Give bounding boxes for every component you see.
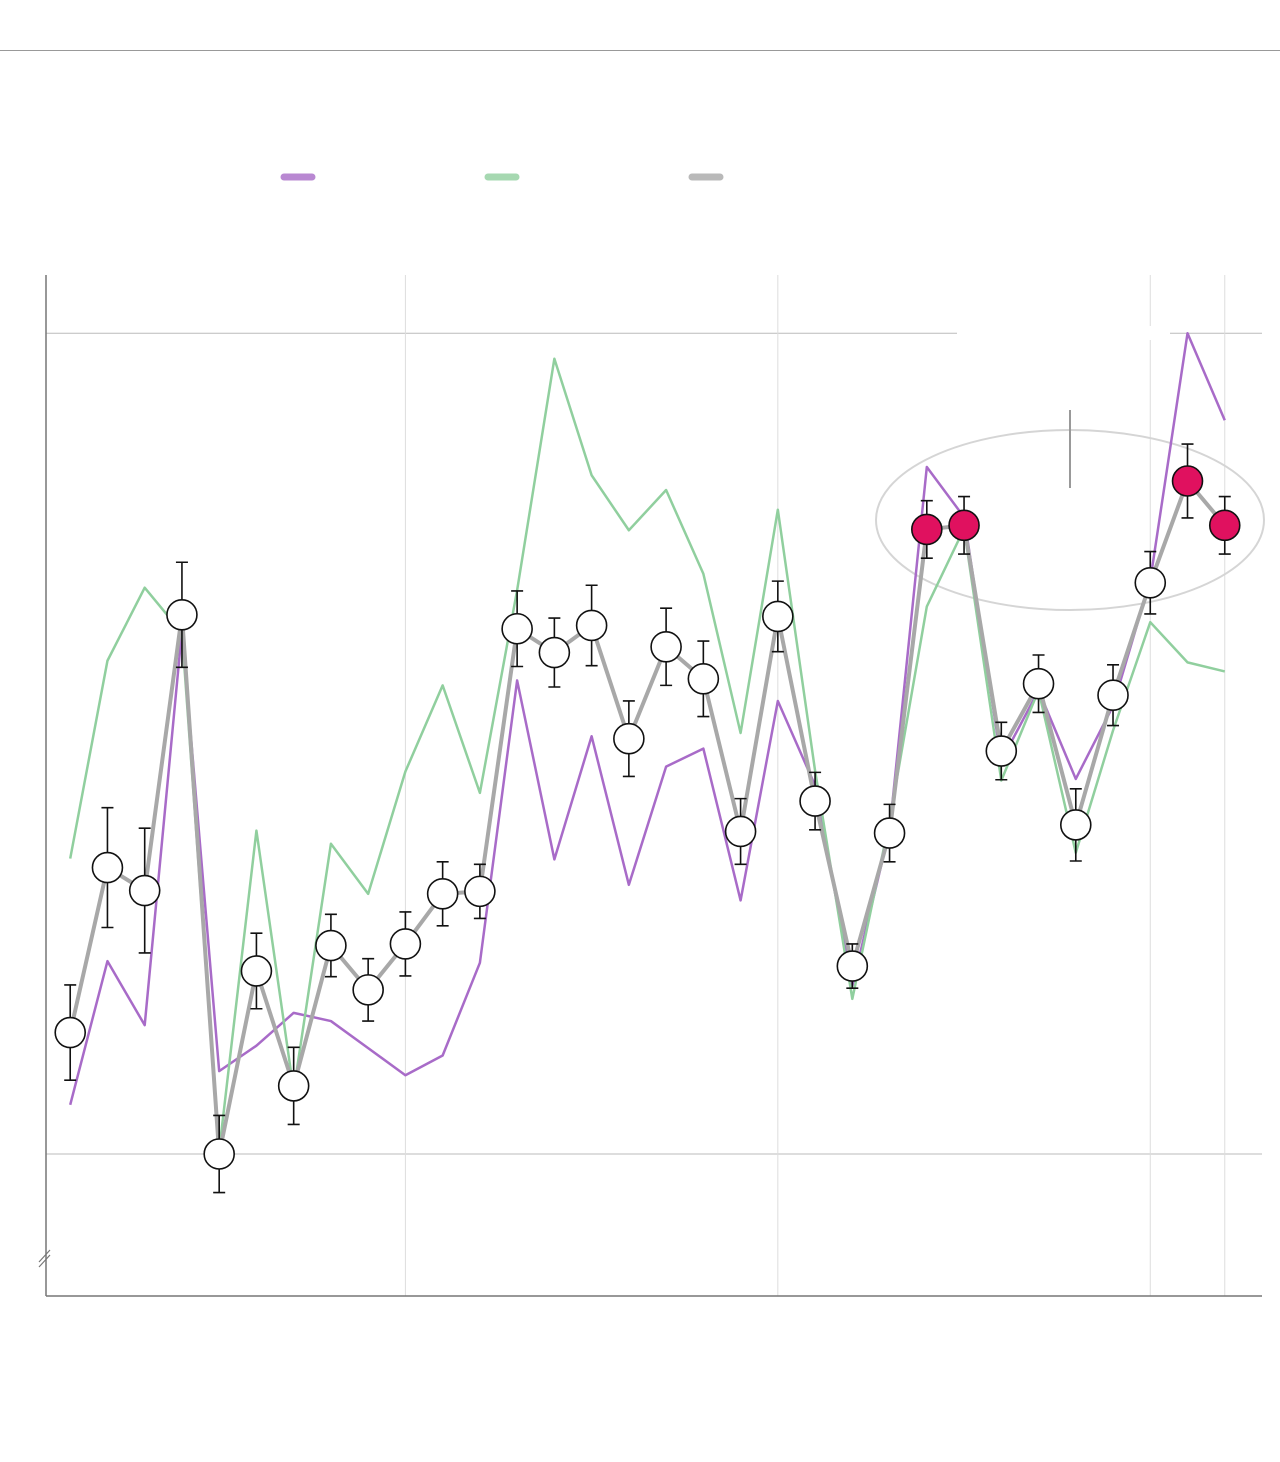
data-point bbox=[724, 815, 757, 848]
data-point bbox=[315, 929, 347, 962]
series-line bbox=[68, 332, 1226, 1106]
data-point bbox=[166, 598, 198, 631]
data-point bbox=[1134, 566, 1167, 599]
data-point bbox=[91, 851, 124, 884]
data-point bbox=[389, 928, 422, 960]
data-point bbox=[1022, 667, 1055, 700]
series-line bbox=[68, 479, 1227, 1157]
data-point bbox=[836, 950, 869, 982]
data-point bbox=[54, 1016, 87, 1049]
data-point bbox=[501, 612, 533, 645]
data-point bbox=[575, 609, 608, 642]
axis-break bbox=[38, 1249, 51, 1268]
data-point bbox=[464, 875, 496, 908]
series-line bbox=[68, 357, 1226, 1152]
highlight-point bbox=[911, 513, 943, 546]
data-point bbox=[762, 600, 794, 633]
highlight-point bbox=[1208, 509, 1241, 542]
data-point bbox=[799, 785, 831, 817]
data-point bbox=[426, 878, 459, 910]
data-point bbox=[985, 735, 1018, 767]
data-point bbox=[538, 636, 571, 669]
grid-gap bbox=[957, 326, 1170, 340]
data-point bbox=[240, 955, 273, 987]
data-point bbox=[352, 974, 384, 1006]
data-point bbox=[650, 630, 682, 663]
highlight-point bbox=[1171, 465, 1204, 497]
data-point bbox=[277, 1070, 310, 1102]
data-point bbox=[873, 817, 906, 849]
data-point bbox=[1059, 809, 1092, 841]
highlight-point bbox=[948, 509, 980, 542]
data-point bbox=[613, 722, 645, 755]
plot-area bbox=[54, 332, 1241, 1194]
data-point bbox=[128, 874, 161, 907]
data-point bbox=[687, 663, 720, 695]
grid bbox=[46, 275, 1262, 1296]
data-point bbox=[203, 1138, 235, 1170]
data-point bbox=[1097, 679, 1129, 712]
